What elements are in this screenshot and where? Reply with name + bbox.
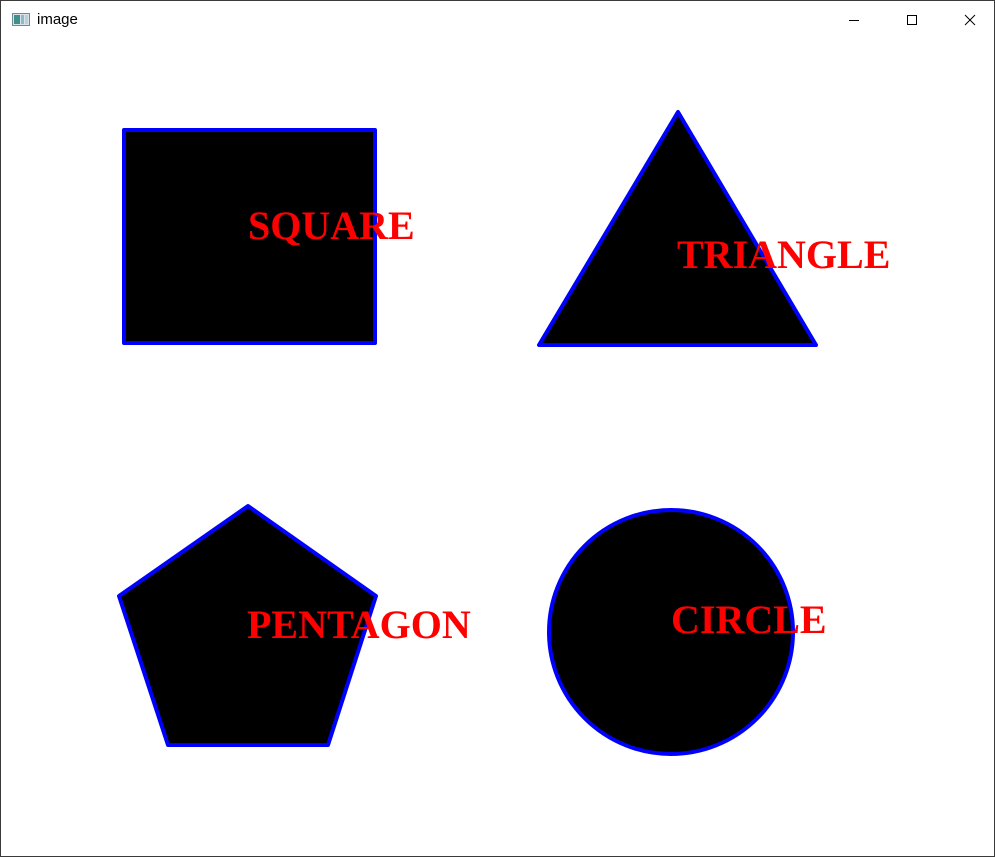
- maximize-button[interactable]: [883, 1, 941, 39]
- close-icon: [964, 14, 976, 26]
- close-button[interactable]: [941, 1, 994, 39]
- triangle-shape: [537, 110, 818, 347]
- minimize-button[interactable]: [825, 1, 883, 39]
- pentagon-label: PENTAGON: [247, 602, 471, 647]
- maximize-icon: [907, 15, 917, 25]
- triangle-label: TRIANGLE: [677, 232, 890, 277]
- circle-shape-group: CIRCLE: [547, 508, 827, 756]
- square-shape: [122, 128, 377, 345]
- title-bar[interactable]: image: [1, 1, 994, 39]
- app-image-icon: [12, 13, 30, 26]
- square-label: SQUARE: [248, 203, 415, 248]
- circle-label: CIRCLE: [671, 597, 827, 642]
- minimize-icon: [849, 20, 859, 21]
- pentagon-shape: [117, 504, 378, 747]
- window-title: image: [37, 11, 78, 28]
- circle-shape: [547, 508, 795, 756]
- pentagon-shape-group: PENTAGON: [117, 504, 471, 747]
- image-canvas: SQUARE TRIANGLE PENTAGON CIRCLE: [117, 110, 890, 756]
- square-shape-group: SQUARE: [122, 128, 415, 345]
- triangle-shape-group: TRIANGLE: [537, 110, 890, 347]
